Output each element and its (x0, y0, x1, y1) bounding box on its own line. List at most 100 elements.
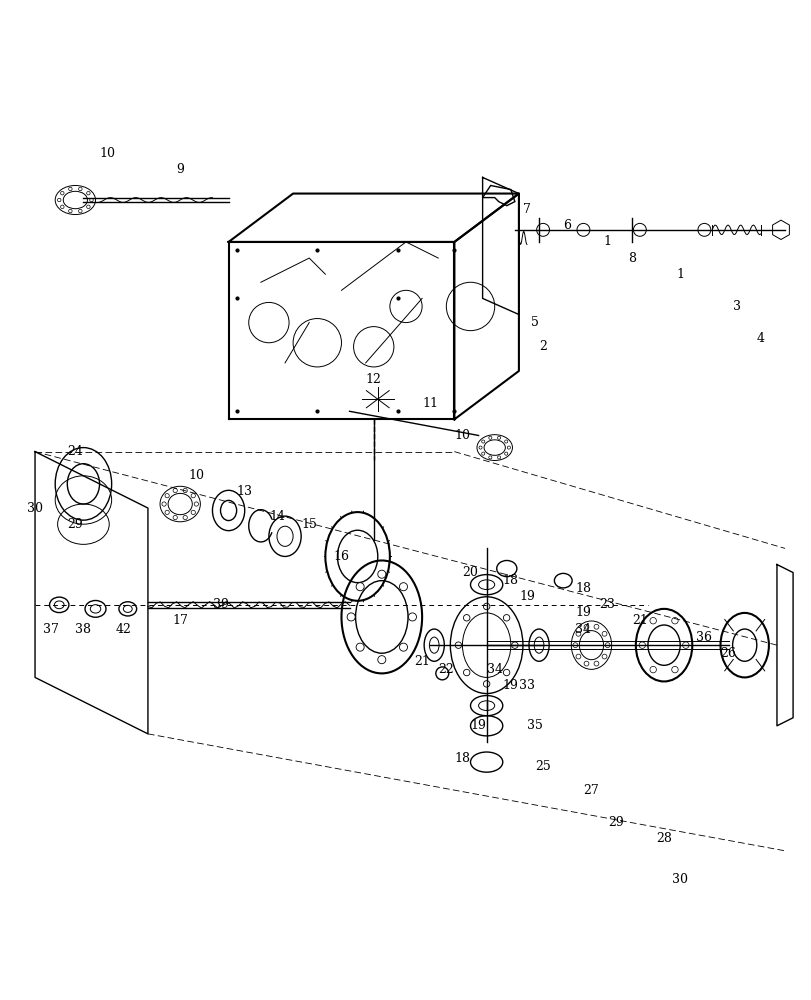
Text: 1: 1 (603, 235, 611, 248)
Text: 13: 13 (237, 485, 252, 498)
Circle shape (356, 643, 363, 651)
Circle shape (58, 198, 61, 202)
Circle shape (165, 510, 169, 515)
Text: 34: 34 (486, 663, 502, 676)
Circle shape (594, 661, 599, 666)
Circle shape (478, 446, 482, 449)
Circle shape (575, 631, 580, 636)
Circle shape (682, 642, 689, 648)
Circle shape (671, 617, 677, 624)
Circle shape (455, 642, 461, 648)
Text: 12: 12 (365, 373, 381, 386)
Circle shape (511, 642, 517, 648)
Circle shape (79, 209, 82, 213)
Text: 37: 37 (43, 623, 59, 636)
Circle shape (173, 515, 177, 520)
Text: 29: 29 (67, 518, 84, 531)
Text: 16: 16 (333, 550, 349, 563)
Circle shape (165, 494, 169, 498)
Circle shape (481, 452, 484, 455)
Text: 39: 39 (212, 598, 228, 611)
Text: 6: 6 (563, 219, 571, 232)
Text: 7: 7 (522, 203, 530, 216)
Circle shape (573, 643, 577, 648)
Circle shape (602, 631, 606, 636)
Circle shape (69, 209, 72, 213)
Circle shape (87, 205, 90, 209)
Circle shape (191, 510, 195, 515)
Text: 8: 8 (627, 252, 635, 265)
Text: 26: 26 (719, 647, 736, 660)
Circle shape (377, 570, 385, 578)
Text: 18: 18 (575, 582, 590, 595)
Text: 10: 10 (454, 429, 470, 442)
Text: 9: 9 (176, 163, 184, 176)
Circle shape (488, 436, 491, 439)
Circle shape (594, 624, 599, 629)
Circle shape (604, 643, 609, 648)
Circle shape (503, 615, 509, 621)
Circle shape (61, 205, 64, 209)
Text: 42: 42 (116, 623, 131, 636)
Text: 10: 10 (100, 147, 115, 160)
Circle shape (173, 488, 177, 493)
Circle shape (483, 681, 489, 687)
Circle shape (481, 440, 484, 443)
Circle shape (69, 187, 72, 191)
Circle shape (61, 191, 64, 195)
Text: 18: 18 (502, 574, 518, 587)
Text: 29: 29 (607, 816, 623, 829)
Text: 10: 10 (188, 469, 204, 482)
Circle shape (463, 615, 470, 621)
Circle shape (161, 502, 166, 506)
Text: 33: 33 (518, 679, 534, 692)
Circle shape (602, 654, 606, 659)
Circle shape (399, 583, 407, 591)
Circle shape (408, 613, 416, 621)
Text: 23: 23 (599, 598, 615, 611)
Text: 21: 21 (631, 614, 647, 627)
Text: 19: 19 (502, 679, 518, 692)
Circle shape (671, 666, 677, 673)
Text: 18: 18 (454, 752, 470, 765)
Text: 34: 34 (575, 623, 590, 636)
Text: 30: 30 (672, 873, 688, 886)
Text: 4: 4 (756, 332, 764, 345)
Text: 25: 25 (534, 760, 551, 773)
Text: 28: 28 (655, 832, 672, 845)
Circle shape (497, 456, 500, 459)
Text: 27: 27 (583, 784, 599, 797)
Circle shape (649, 617, 655, 624)
Text: 15: 15 (301, 518, 317, 531)
Circle shape (463, 669, 470, 676)
Circle shape (194, 502, 198, 506)
Text: 38: 38 (75, 623, 92, 636)
Circle shape (583, 661, 588, 666)
Circle shape (191, 494, 195, 498)
Text: 1: 1 (676, 268, 684, 281)
Text: 14: 14 (268, 510, 285, 523)
Circle shape (504, 440, 507, 443)
Circle shape (483, 603, 489, 610)
Text: 22: 22 (438, 663, 453, 676)
Circle shape (503, 669, 509, 676)
Text: 2: 2 (539, 340, 547, 353)
Circle shape (649, 666, 655, 673)
Circle shape (488, 456, 491, 459)
Text: 19: 19 (470, 719, 486, 732)
Circle shape (399, 643, 407, 651)
Circle shape (583, 624, 588, 629)
Circle shape (87, 191, 90, 195)
Text: 17: 17 (172, 614, 188, 627)
Text: 19: 19 (575, 606, 590, 619)
Circle shape (377, 656, 385, 664)
Text: 11: 11 (422, 397, 438, 410)
Circle shape (346, 613, 354, 621)
Text: 24: 24 (67, 445, 84, 458)
Text: 35: 35 (526, 719, 543, 732)
Circle shape (356, 583, 363, 591)
Text: 19: 19 (518, 590, 534, 603)
Circle shape (575, 654, 580, 659)
Circle shape (182, 515, 187, 520)
Circle shape (497, 436, 500, 439)
